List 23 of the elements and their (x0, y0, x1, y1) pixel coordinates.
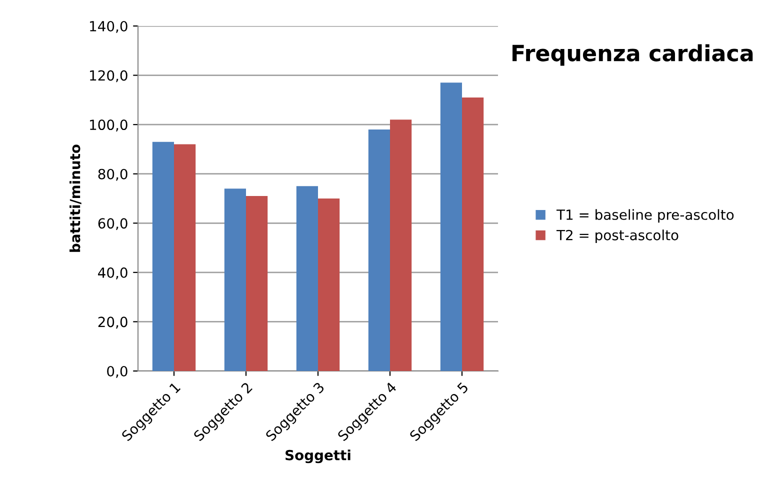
bar (318, 198, 340, 371)
bar (368, 130, 390, 371)
y-tick-label: 120,0 (90, 70, 128, 82)
y-tick-label: 140,0 (90, 20, 128, 33)
bar (390, 120, 412, 371)
y-tick-label: 0,0 (107, 366, 128, 378)
y-tick-label: 40,0 (98, 267, 128, 280)
text: Frequenza cardiaca (512, 44, 753, 66)
bar (152, 142, 174, 371)
bar (174, 144, 196, 371)
legend-label: T1 = baseline pre-ascolto (556, 209, 734, 223)
y-tick-label: 60,0 (98, 218, 128, 230)
y-axis-title: battiti/minuto (70, 144, 82, 252)
bar (296, 186, 318, 371)
bar (224, 188, 246, 371)
y-tick-label: 80,0 (98, 168, 128, 181)
bar (440, 82, 462, 371)
bar (462, 97, 484, 371)
y-tick-label: 20,0 (98, 316, 128, 329)
legend-label: T2 = post-ascolto (556, 230, 678, 244)
bar (246, 196, 268, 371)
x-axis-title: Soggetti (286, 450, 350, 464)
y-tick-label: 100,0 (90, 120, 128, 132)
